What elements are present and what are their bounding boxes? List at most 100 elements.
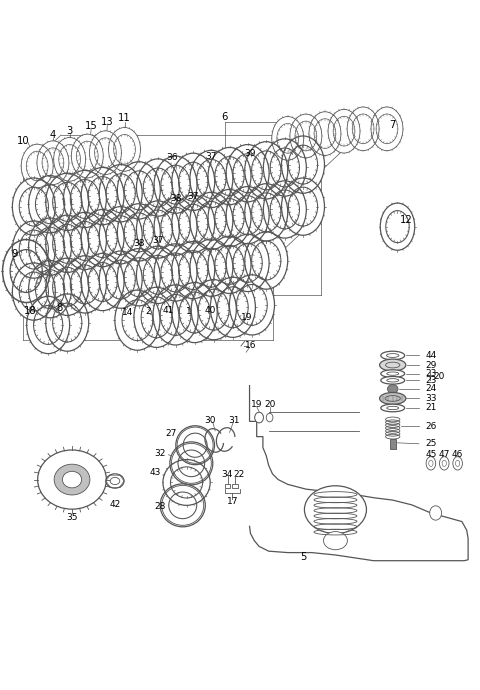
Ellipse shape	[160, 484, 205, 527]
Ellipse shape	[324, 531, 348, 550]
Bar	[390, 439, 396, 449]
Text: 34: 34	[221, 471, 232, 480]
Text: 41: 41	[163, 306, 174, 315]
Ellipse shape	[136, 201, 180, 258]
Text: 20: 20	[434, 371, 445, 380]
Ellipse shape	[63, 213, 107, 270]
Text: 32: 32	[155, 449, 166, 458]
Ellipse shape	[226, 235, 269, 292]
Ellipse shape	[136, 246, 180, 304]
Text: 19: 19	[251, 400, 263, 409]
Ellipse shape	[99, 251, 142, 308]
Ellipse shape	[99, 165, 142, 222]
Ellipse shape	[154, 156, 197, 213]
Ellipse shape	[37, 450, 107, 509]
Text: 17: 17	[227, 497, 238, 506]
Text: 23: 23	[425, 376, 437, 385]
Text: 2: 2	[145, 307, 151, 316]
Ellipse shape	[264, 139, 306, 196]
Ellipse shape	[136, 159, 180, 216]
Ellipse shape	[190, 193, 233, 250]
Bar	[232, 484, 238, 488]
Ellipse shape	[387, 406, 399, 410]
Text: 24: 24	[425, 384, 436, 393]
Ellipse shape	[172, 153, 215, 210]
Ellipse shape	[426, 457, 436, 470]
Ellipse shape	[371, 107, 403, 150]
Ellipse shape	[226, 145, 269, 202]
Ellipse shape	[264, 181, 306, 238]
Ellipse shape	[37, 141, 69, 184]
Ellipse shape	[81, 253, 124, 310]
Ellipse shape	[54, 137, 85, 181]
Ellipse shape	[81, 210, 124, 267]
Polygon shape	[250, 386, 468, 561]
Ellipse shape	[281, 178, 324, 235]
Text: 30: 30	[204, 416, 216, 425]
Ellipse shape	[229, 275, 275, 335]
Ellipse shape	[29, 261, 72, 318]
Ellipse shape	[154, 198, 197, 255]
Text: 40: 40	[205, 306, 216, 315]
Ellipse shape	[208, 148, 251, 205]
Text: 12: 12	[400, 215, 412, 225]
Text: 26: 26	[425, 422, 437, 431]
Ellipse shape	[304, 486, 366, 533]
Ellipse shape	[272, 117, 304, 160]
Ellipse shape	[255, 413, 264, 423]
Ellipse shape	[110, 477, 120, 484]
Ellipse shape	[63, 170, 107, 228]
Text: 8: 8	[57, 303, 63, 313]
Text: 25: 25	[425, 440, 437, 449]
Ellipse shape	[29, 175, 72, 233]
Text: 9: 9	[12, 249, 18, 259]
Ellipse shape	[381, 404, 405, 412]
Ellipse shape	[380, 203, 415, 250]
Text: 28: 28	[155, 502, 166, 511]
Ellipse shape	[309, 112, 341, 155]
Ellipse shape	[81, 168, 124, 225]
Ellipse shape	[115, 290, 160, 351]
Ellipse shape	[99, 206, 142, 264]
Ellipse shape	[172, 241, 215, 299]
Text: 45: 45	[425, 451, 437, 460]
Ellipse shape	[54, 464, 90, 495]
Ellipse shape	[381, 370, 405, 377]
Ellipse shape	[172, 282, 217, 343]
Ellipse shape	[12, 221, 55, 278]
Ellipse shape	[387, 379, 399, 382]
Ellipse shape	[46, 215, 89, 273]
Text: 42: 42	[109, 500, 120, 509]
Ellipse shape	[380, 359, 406, 371]
Text: 35: 35	[66, 513, 78, 522]
Text: 43: 43	[150, 469, 161, 477]
Ellipse shape	[108, 128, 141, 171]
Text: 27: 27	[166, 429, 177, 438]
Ellipse shape	[190, 150, 233, 208]
Ellipse shape	[154, 244, 197, 301]
Ellipse shape	[12, 263, 55, 320]
Ellipse shape	[385, 362, 400, 368]
Ellipse shape	[27, 296, 70, 353]
Text: 14: 14	[122, 308, 133, 317]
Ellipse shape	[170, 442, 213, 485]
Ellipse shape	[281, 136, 324, 193]
Text: 20: 20	[264, 400, 275, 409]
Ellipse shape	[347, 107, 379, 150]
Text: 33: 33	[425, 394, 437, 403]
Ellipse shape	[2, 239, 50, 302]
Text: 37: 37	[152, 237, 164, 246]
Ellipse shape	[163, 460, 210, 505]
Ellipse shape	[429, 460, 433, 466]
Ellipse shape	[176, 426, 215, 464]
Text: 38: 38	[170, 195, 181, 204]
Ellipse shape	[172, 195, 215, 253]
Text: 36: 36	[167, 153, 178, 162]
Text: 23: 23	[425, 369, 437, 378]
Text: 46: 46	[452, 451, 463, 460]
Text: 19: 19	[241, 313, 253, 322]
Text: 22: 22	[233, 471, 245, 480]
Text: 38: 38	[133, 239, 144, 248]
Ellipse shape	[381, 377, 405, 384]
Ellipse shape	[387, 384, 398, 393]
